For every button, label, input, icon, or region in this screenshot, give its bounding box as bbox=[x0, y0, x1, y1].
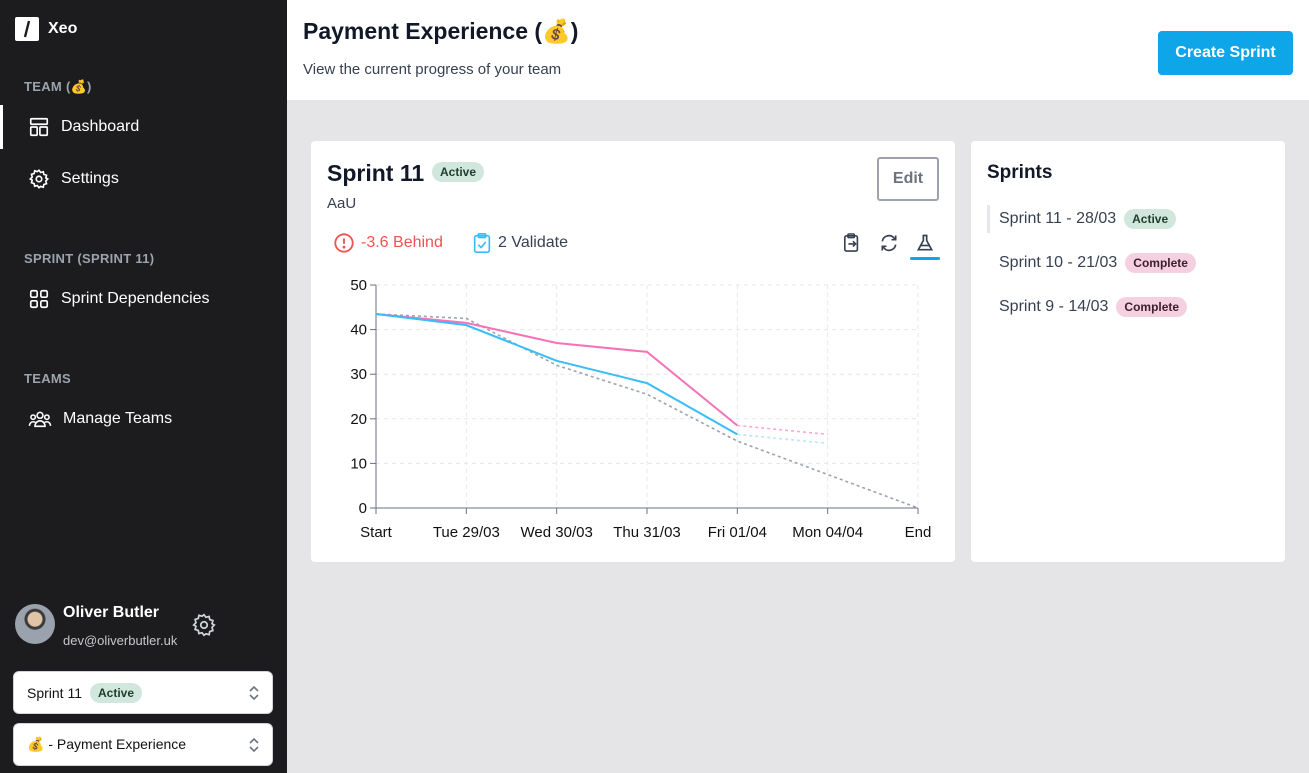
brand[interactable]: Xeo bbox=[15, 17, 77, 41]
clipboard-check-icon bbox=[473, 233, 491, 253]
beaker-icon[interactable] bbox=[914, 232, 936, 254]
sprints-panel: Sprints Sprint 11 - 28/03 Active Sprint … bbox=[971, 141, 1285, 562]
behind-stat: -3.6 Behind bbox=[333, 232, 443, 254]
sidebar-item-label: Sprint Dependencies bbox=[61, 290, 210, 307]
y-tick-label: 50 bbox=[350, 277, 367, 294]
sprint-list-label: Sprint 10 - 21/03 bbox=[999, 254, 1118, 271]
sidebar-item-sprint-dependencies[interactable]: Sprint Dependencies bbox=[0, 277, 287, 321]
y-tick-label: 10 bbox=[350, 455, 367, 472]
sprint-title: Sprint 11 bbox=[327, 160, 425, 186]
status-badge: Complete bbox=[1116, 297, 1188, 317]
sprint-section-title: SPRINT (SPRINT 11) bbox=[24, 251, 155, 266]
create-sprint-button[interactable]: Create Sprint bbox=[1158, 31, 1293, 75]
behind-value: -3.6 Behind bbox=[361, 234, 443, 251]
edit-button[interactable]: Edit bbox=[877, 157, 939, 201]
sprint-select[interactable]: Sprint 11 Active bbox=[13, 671, 273, 714]
series-line-2 bbox=[375, 312, 738, 436]
xeo-logo-icon bbox=[15, 17, 39, 41]
status-badge: Active bbox=[90, 682, 143, 703]
sidebar-item-settings[interactable]: Settings bbox=[0, 157, 287, 201]
series-line-0 bbox=[375, 313, 919, 509]
brand-name: Xeo bbox=[48, 20, 78, 37]
validate-stat: 2 Validate bbox=[472, 232, 568, 254]
clipboard-copy-icon[interactable] bbox=[841, 232, 863, 254]
sprint-list-item[interactable]: Sprint 9 - 14/03 Complete bbox=[987, 293, 1188, 321]
user-email: dev@oliverbutler.uk bbox=[63, 633, 178, 648]
grid-icon bbox=[29, 289, 49, 309]
status-badge: Active bbox=[432, 162, 485, 182]
y-tick-label: 20 bbox=[350, 411, 367, 428]
dashboard-icon bbox=[29, 117, 49, 137]
x-tick-label: Start bbox=[360, 524, 393, 541]
x-tick-label: Wed 30/03 bbox=[521, 524, 593, 541]
series-line-4 bbox=[737, 433, 828, 445]
alert-circle-icon bbox=[334, 233, 354, 253]
teams-section-title: TEAMS bbox=[24, 371, 71, 386]
page-title: Payment Experience (💰) bbox=[303, 18, 579, 44]
chevron-updown-icon bbox=[249, 737, 259, 753]
status-badge: Active bbox=[1124, 209, 1177, 229]
sprint-list-label: Sprint 11 - 28/03 bbox=[999, 210, 1117, 227]
validate-value: 2 Validate bbox=[498, 234, 568, 251]
gear-icon bbox=[28, 169, 50, 189]
sprint-list-label: Sprint 9 - 14/03 bbox=[999, 298, 1109, 315]
sprint-select-value: Sprint 11 bbox=[27, 684, 82, 701]
series-line-3 bbox=[737, 424, 828, 436]
team-section-title: TEAM (💰) bbox=[24, 79, 92, 94]
sprint-list-item[interactable]: Sprint 11 - 28/03 Active bbox=[987, 205, 1177, 233]
sprint-subtitle: AaU bbox=[327, 195, 357, 212]
team-select-value: 💰 - Payment Experience bbox=[27, 736, 187, 752]
user-name: Oliver Butler bbox=[63, 604, 160, 621]
sidebar: Xeo TEAM (💰) Dashboard Settings SPRINT (… bbox=[0, 0, 287, 773]
sidebar-item-label: Manage Teams bbox=[63, 410, 173, 427]
users-icon bbox=[28, 411, 52, 428]
x-tick-label: Fri 01/04 bbox=[708, 524, 767, 541]
status-badge: Complete bbox=[1125, 253, 1196, 273]
sprints-title: Sprints bbox=[987, 162, 1053, 183]
x-tick-label: End bbox=[905, 524, 932, 541]
sidebar-item-label: Dashboard bbox=[61, 118, 140, 135]
sprint-card: Sprint 11 Active AaU Edit -3.6 Behind 2 … bbox=[311, 141, 955, 562]
chevron-updown-icon bbox=[249, 685, 259, 701]
sprint-list-item[interactable]: Sprint 10 - 21/03 Complete bbox=[987, 249, 1196, 277]
sidebar-item-manage-teams[interactable]: Manage Teams bbox=[0, 397, 287, 441]
x-tick-label: Thu 31/03 bbox=[613, 524, 681, 541]
burndown-chart: 0 10 20 30 40 50 Start Tue 29/03 Wed 30/03 Thu 31… bbox=[350, 277, 932, 541]
refresh-icon[interactable] bbox=[878, 232, 900, 254]
user-profile: Oliver Butler dev@oliverbutler.uk bbox=[15, 604, 177, 648]
user-settings-gear-icon[interactable] bbox=[191, 612, 217, 643]
sidebar-item-label: Settings bbox=[61, 170, 119, 187]
avatar bbox=[15, 604, 55, 644]
page-header: Payment Experience (💰) View the current … bbox=[287, 0, 1309, 100]
x-tick-label: Tue 29/03 bbox=[433, 524, 500, 541]
y-tick-label: 0 bbox=[359, 500, 367, 517]
active-tool-indicator bbox=[910, 257, 940, 260]
page-subtitle: View the current progress of your team bbox=[303, 61, 562, 78]
y-tick-label: 30 bbox=[350, 366, 367, 383]
y-tick-label: 40 bbox=[350, 322, 367, 339]
sidebar-item-dashboard[interactable]: Dashboard bbox=[0, 105, 287, 149]
series-line-1 bbox=[375, 312, 738, 427]
team-select[interactable]: 💰 - Payment Experience bbox=[13, 723, 273, 766]
x-tick-label: Mon 04/04 bbox=[792, 524, 863, 541]
